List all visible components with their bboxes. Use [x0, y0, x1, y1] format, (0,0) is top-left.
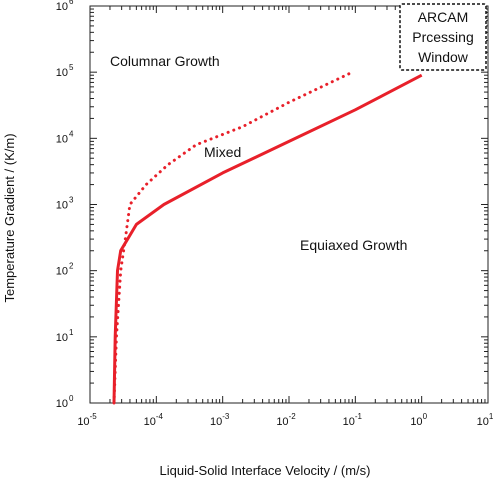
y-tick-label: 10: [56, 67, 68, 79]
x-tick-label: 10-1: [343, 412, 363, 428]
y-tick-label: 10: [56, 266, 68, 278]
y-tick-exponent: 4: [69, 129, 74, 138]
y-tick-label: 10: [56, 332, 68, 344]
y-axis-label: Temperature Gradient / (K/m): [2, 133, 17, 302]
y-tick-label: 10: [56, 133, 68, 145]
y-tick-exponent: 0: [69, 394, 74, 403]
annotation-mixed: Mixed: [204, 144, 241, 160]
dotted-boundary-line: [112, 70, 354, 405]
processing-window-line-1: ARCAM: [418, 9, 469, 25]
processing-window-line-3: Window: [418, 49, 469, 65]
y-tick-label: 10: [56, 398, 68, 410]
y-tick-label: 10: [56, 200, 68, 212]
x-tick-label: 101: [477, 412, 494, 428]
series-group: [112, 70, 423, 405]
y-tick-exponent: 6: [69, 0, 74, 6]
x-tick-label: 10-2: [276, 412, 296, 428]
processing-window-line-2: Prcessing: [412, 29, 473, 45]
x-tick-label: 10-3: [210, 412, 230, 428]
y-tick-label: 10: [56, 1, 68, 13]
x-tick-label: 10-5: [77, 412, 97, 428]
x-tick-label: 10-4: [144, 412, 164, 428]
annotation-equiaxed-growth: Equiaxed Growth: [300, 237, 407, 253]
processing-window-box: ARCAM Prcessing Window: [399, 3, 487, 71]
annotation-columnar-growth: Columnar Growth: [110, 53, 220, 69]
y-tick-exponent: 2: [69, 262, 74, 271]
plot-area: [89, 5, 489, 404]
y-tick-exponent: 1: [69, 328, 74, 337]
solid-boundary-line: [112, 73, 423, 404]
processing-window-border: [399, 3, 487, 71]
y-tick-exponent: 5: [69, 63, 74, 72]
y-tick-exponent: 3: [69, 196, 74, 205]
x-axis-label: Liquid-Solid Interface Velocity / (m/s): [160, 463, 371, 478]
x-tick-label: 100: [410, 412, 427, 428]
